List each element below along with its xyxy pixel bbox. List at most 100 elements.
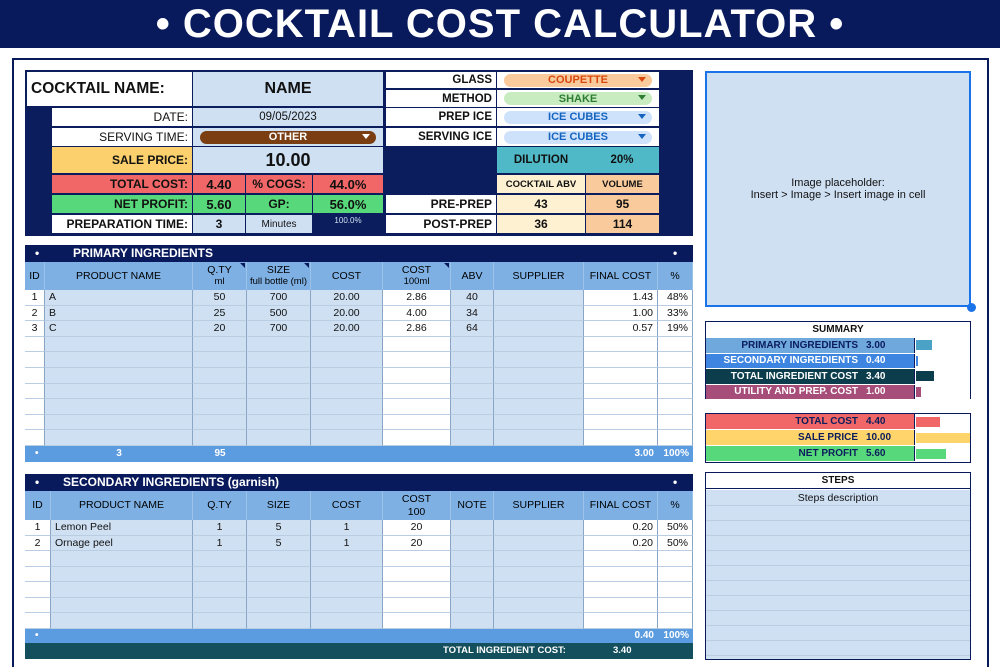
table-cell-qty[interactable]: 20 bbox=[193, 321, 247, 337]
method-dropdown[interactable]: SHAKE bbox=[504, 92, 652, 105]
empty-cell[interactable] bbox=[193, 399, 247, 415]
empty-cell[interactable] bbox=[193, 597, 247, 613]
table-cell-name[interactable]: B bbox=[45, 305, 193, 322]
table-cell-size[interactable]: 5 bbox=[247, 535, 311, 551]
empty-cell[interactable] bbox=[311, 551, 383, 567]
empty-cell[interactable] bbox=[383, 430, 451, 446]
empty-cell[interactable] bbox=[247, 336, 311, 353]
empty-cell[interactable] bbox=[451, 383, 494, 400]
empty-cell[interactable] bbox=[383, 336, 451, 353]
empty-cell[interactable] bbox=[451, 551, 494, 567]
table-cell-supplier[interactable] bbox=[494, 305, 584, 322]
sale-price-input[interactable]: 10.00 bbox=[193, 147, 383, 173]
empty-cell[interactable] bbox=[45, 383, 193, 400]
serving-time-dropdown[interactable]: OTHER bbox=[200, 130, 376, 144]
table-cell-note[interactable] bbox=[451, 520, 494, 536]
empty-cell[interactable] bbox=[247, 414, 311, 431]
empty-cell[interactable] bbox=[311, 336, 383, 353]
empty-cell[interactable] bbox=[451, 613, 494, 629]
empty-cell[interactable] bbox=[193, 414, 247, 431]
table-cell-name[interactable]: A bbox=[45, 290, 193, 306]
table-cell-name[interactable]: Ornage peel bbox=[51, 535, 193, 551]
empty-cell[interactable] bbox=[494, 613, 584, 629]
empty-cell[interactable] bbox=[494, 336, 584, 353]
empty-cell[interactable] bbox=[311, 399, 383, 415]
empty-cell[interactable] bbox=[45, 336, 193, 353]
table-cell-cost[interactable]: 1 bbox=[311, 535, 383, 551]
empty-cell[interactable] bbox=[494, 551, 584, 567]
empty-cell[interactable] bbox=[45, 399, 193, 415]
empty-cell[interactable] bbox=[494, 566, 584, 582]
empty-cell[interactable] bbox=[247, 430, 311, 446]
empty-cell[interactable] bbox=[311, 582, 383, 598]
empty-cell[interactable] bbox=[451, 336, 494, 353]
table-cell-supplier[interactable] bbox=[494, 535, 584, 551]
empty-cell[interactable] bbox=[311, 368, 383, 384]
resize-handle[interactable] bbox=[967, 303, 976, 312]
table-cell-size[interactable]: 500 bbox=[247, 305, 311, 322]
table-cell-cost[interactable]: 20.00 bbox=[311, 290, 383, 306]
empty-cell[interactable] bbox=[494, 383, 584, 400]
glass-dropdown[interactable]: COUPETTE bbox=[504, 73, 652, 87]
empty-cell[interactable] bbox=[383, 399, 451, 415]
empty-cell[interactable] bbox=[193, 613, 247, 629]
empty-cell[interactable] bbox=[51, 551, 193, 567]
table-cell-abv[interactable]: 34 bbox=[451, 305, 494, 322]
empty-cell[interactable] bbox=[383, 551, 451, 567]
empty-cell[interactable] bbox=[383, 414, 451, 431]
empty-cell[interactable] bbox=[45, 430, 193, 446]
table-cell-name[interactable]: C bbox=[45, 321, 193, 337]
table-cell-supplier[interactable] bbox=[494, 520, 584, 536]
empty-cell[interactable] bbox=[193, 352, 247, 368]
table-cell-qty[interactable]: 50 bbox=[193, 290, 247, 306]
serving-ice-dropdown[interactable]: ICE CUBES bbox=[504, 130, 652, 144]
image-placeholder[interactable]: Image placeholder: Insert > Image > Inse… bbox=[705, 71, 971, 307]
table-cell-supplier[interactable] bbox=[494, 321, 584, 337]
empty-cell[interactable] bbox=[311, 597, 383, 613]
empty-cell[interactable] bbox=[247, 352, 311, 368]
empty-cell[interactable] bbox=[383, 582, 451, 598]
table-cell-supplier[interactable] bbox=[494, 290, 584, 306]
empty-cell[interactable] bbox=[311, 414, 383, 431]
empty-cell[interactable] bbox=[193, 566, 247, 582]
table-cell-note[interactable] bbox=[451, 535, 494, 551]
empty-cell[interactable] bbox=[383, 352, 451, 368]
empty-cell[interactable] bbox=[494, 430, 584, 446]
empty-cell[interactable] bbox=[193, 383, 247, 400]
empty-cell[interactable] bbox=[45, 352, 193, 368]
empty-cell[interactable] bbox=[193, 336, 247, 353]
table-cell-cost100[interactable]: 2.86 bbox=[383, 321, 451, 337]
table-cell-qty[interactable]: 1 bbox=[193, 535, 247, 551]
empty-cell[interactable] bbox=[247, 566, 311, 582]
empty-cell[interactable] bbox=[383, 613, 451, 629]
empty-cell[interactable] bbox=[193, 368, 247, 384]
empty-cell[interactable] bbox=[247, 383, 311, 400]
table-cell-qty[interactable]: 1 bbox=[193, 520, 247, 536]
empty-cell[interactable] bbox=[193, 582, 247, 598]
empty-cell[interactable] bbox=[311, 613, 383, 629]
empty-cell[interactable] bbox=[383, 566, 451, 582]
empty-cell[interactable] bbox=[247, 582, 311, 598]
empty-cell[interactable] bbox=[451, 414, 494, 431]
table-cell-cost[interactable]: 20.00 bbox=[311, 305, 383, 322]
empty-cell[interactable] bbox=[383, 368, 451, 384]
empty-cell[interactable] bbox=[51, 613, 193, 629]
table-cell-abv[interactable]: 40 bbox=[451, 290, 494, 306]
empty-cell[interactable] bbox=[51, 566, 193, 582]
empty-cell[interactable] bbox=[494, 597, 584, 613]
empty-cell[interactable] bbox=[451, 430, 494, 446]
table-cell-abv[interactable]: 64 bbox=[451, 321, 494, 337]
empty-cell[interactable] bbox=[247, 368, 311, 384]
empty-cell[interactable] bbox=[451, 566, 494, 582]
empty-cell[interactable] bbox=[451, 597, 494, 613]
table-cell-cost100[interactable]: 2.86 bbox=[383, 290, 451, 306]
table-cell-size[interactable]: 700 bbox=[247, 290, 311, 306]
empty-cell[interactable] bbox=[247, 613, 311, 629]
date-input[interactable]: 09/05/2023 bbox=[193, 108, 383, 126]
empty-cell[interactable] bbox=[494, 414, 584, 431]
empty-cell[interactable] bbox=[45, 368, 193, 384]
prep-time-input[interactable]: 3 bbox=[193, 215, 245, 233]
empty-cell[interactable] bbox=[494, 368, 584, 384]
empty-cell[interactable] bbox=[451, 399, 494, 415]
empty-cell[interactable] bbox=[51, 597, 193, 613]
